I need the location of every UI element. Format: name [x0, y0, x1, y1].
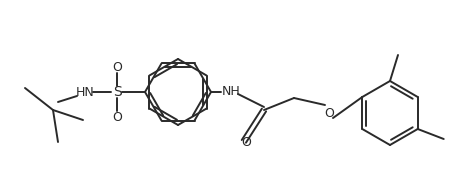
Text: O: O — [112, 60, 122, 73]
Text: O: O — [324, 107, 334, 120]
Text: S: S — [113, 85, 122, 99]
Text: NH: NH — [222, 85, 240, 97]
Text: O: O — [112, 110, 122, 124]
Text: O: O — [241, 137, 251, 149]
Text: HN: HN — [76, 85, 94, 98]
